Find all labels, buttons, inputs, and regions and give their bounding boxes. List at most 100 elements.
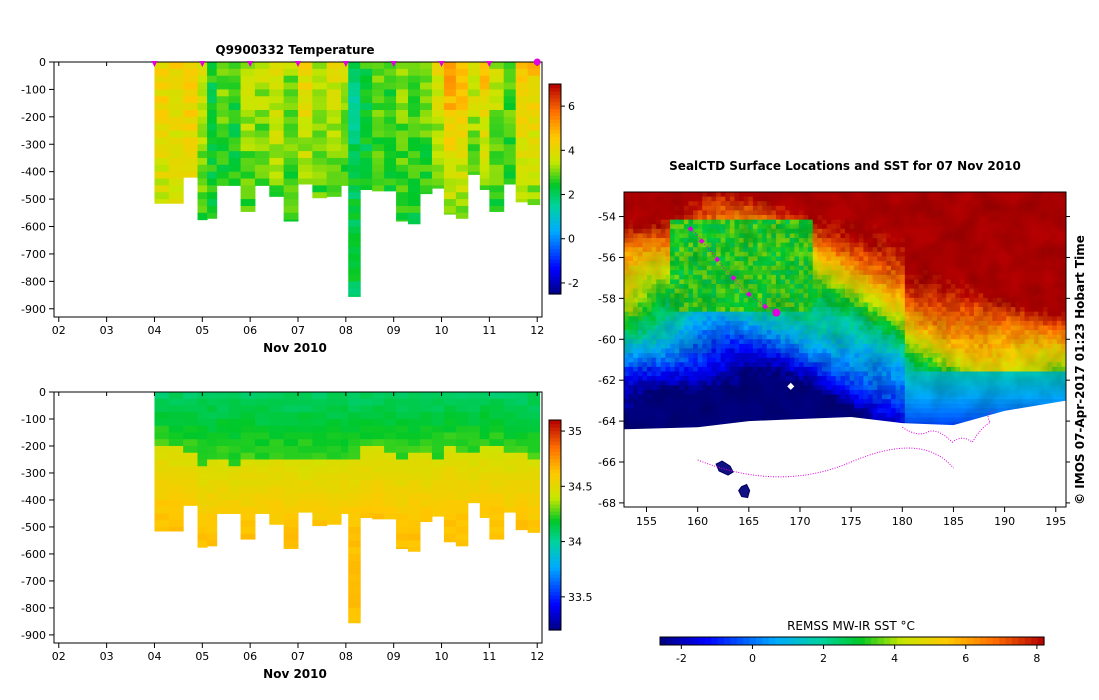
salinity-cell: [197, 398, 208, 406]
colorbar-swatch: [549, 521, 561, 526]
salinity-cell: [489, 432, 505, 440]
temperature-cell: [467, 62, 481, 70]
temperature-cell: [408, 62, 421, 70]
temperature-cell: [298, 130, 313, 138]
temperature-cell: [527, 151, 541, 159]
temperature-cell: [207, 178, 218, 186]
colorbar-swatch: [549, 619, 561, 624]
salinity-cell: [197, 513, 208, 521]
salinity-cell: [254, 405, 270, 413]
temperature-cell: [372, 144, 385, 152]
temperature-cell: [467, 137, 481, 145]
temperature-cell: [348, 157, 361, 166]
temperature-cell: [384, 103, 397, 111]
temperature-cell: [298, 75, 313, 84]
salinity-cell: [527, 392, 541, 400]
salinity-cell: [228, 439, 242, 447]
colorbar-swatch: [549, 105, 561, 110]
temperature-cell: [168, 123, 184, 132]
temperature-cell: [372, 171, 385, 180]
salinity-cell: [443, 486, 457, 494]
temperature-cell: [443, 171, 457, 180]
salinity-cell: [254, 506, 270, 514]
salinity-cell: [348, 601, 361, 609]
temperature-cell: [396, 75, 409, 84]
temperature-cell: [298, 103, 313, 111]
temperature-cell: [515, 171, 529, 180]
salinity-cell: [408, 418, 421, 427]
colorbar-swatch: [549, 490, 561, 495]
y-tick-label: -500: [21, 193, 46, 206]
profile-marker: [486, 61, 493, 67]
temperature-cell: [283, 212, 299, 221]
temperature-cell: [341, 171, 349, 180]
temperature-cell: [326, 164, 342, 173]
salinity-cell: [515, 425, 529, 433]
temperature-cell: [228, 75, 242, 84]
salinity-cell: [384, 486, 397, 494]
temperature-cell: [240, 137, 256, 145]
temperature-cell: [348, 96, 361, 104]
salinity-cell: [168, 392, 184, 400]
salinity-cell: [396, 520, 409, 528]
temperature-cell: [384, 151, 397, 159]
temperature-cell: [341, 178, 349, 186]
colorbar-swatch: [549, 171, 561, 176]
salinity-cell: [455, 432, 469, 440]
salinity-cell: [420, 466, 433, 474]
temperature-cell: [527, 116, 541, 125]
profile-marker: [342, 61, 349, 67]
salinity-cell: [384, 479, 397, 487]
salinity-cell: [408, 479, 421, 487]
salinity-cell: [154, 520, 170, 528]
salinity-cell: [408, 398, 421, 406]
salinity-cell: [341, 486, 349, 494]
salinity-cell: [515, 392, 529, 400]
salinity-cell: [254, 479, 270, 487]
temperature-cell: [420, 89, 433, 97]
colorbar-swatch: [549, 451, 561, 456]
temperature-cell: [326, 130, 342, 138]
colorbar-swatch: [549, 129, 561, 134]
salinity-cell: [384, 472, 397, 481]
temperature-cell: [467, 96, 481, 104]
temperature-cell: [515, 75, 529, 84]
temperature-cell: [396, 130, 409, 138]
salinity-cell: [283, 459, 299, 467]
temperature-cell: [408, 164, 421, 173]
salinity-cell: [341, 418, 349, 427]
temperature-section-panel: Q9900332 Temperature 0-100-200-300-400-5…: [21, 43, 579, 355]
salinity-cell: [240, 479, 256, 487]
salinity-cell: [326, 499, 342, 508]
colorbar-swatch: [549, 196, 561, 201]
salinity-cell: [360, 479, 373, 487]
colorbar-swatch: [549, 234, 561, 239]
y-tick-label: 0: [39, 386, 46, 399]
temperature-cell: [431, 62, 445, 70]
salinity-cell: [408, 526, 421, 535]
salinity-cell: [154, 412, 170, 420]
salinity-cell: [408, 425, 421, 433]
salinity-cell: [515, 499, 529, 508]
salinity-cell: [197, 526, 208, 535]
temperature-cell: [348, 137, 361, 145]
salinity-cell: [298, 506, 313, 513]
temperature-cell: [372, 89, 385, 97]
salinity-cell: [527, 405, 541, 413]
temperature-cell: [269, 171, 285, 180]
temperature-cell: [154, 82, 170, 90]
salinity-cell: [408, 412, 421, 420]
temperature-cell: [168, 96, 184, 104]
salinity-cell: [228, 459, 242, 467]
temperature-cell: [207, 123, 218, 132]
temperature-cell: [216, 109, 230, 118]
salinity-cell: [527, 520, 541, 528]
temperature-cell: [254, 103, 270, 111]
temperature-cell: [168, 103, 184, 111]
salinity-cell: [489, 418, 505, 427]
salinity-cell: [431, 472, 445, 481]
colorbar-swatch: [549, 119, 561, 124]
temperature-cell: [207, 82, 218, 90]
temperature-cell: [168, 164, 184, 173]
salinity-cell: [240, 452, 256, 460]
